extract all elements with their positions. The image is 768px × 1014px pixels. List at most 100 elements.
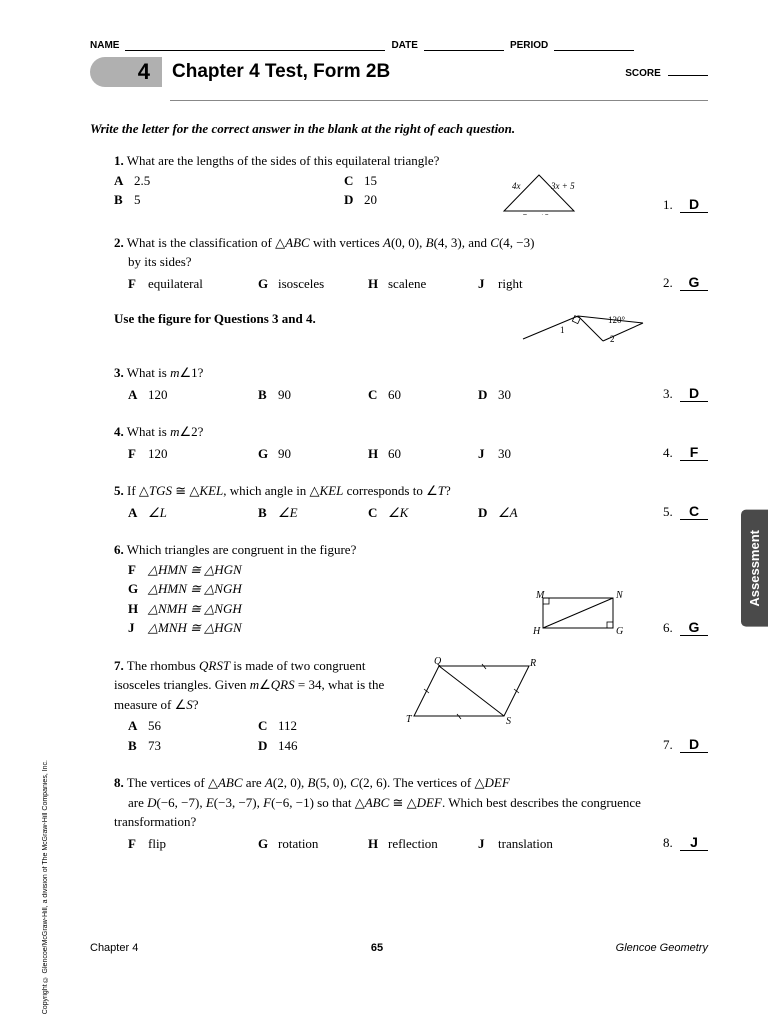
q8-optF-let: F — [128, 834, 142, 854]
q1-ans-num: 1. — [663, 197, 673, 212]
q4-optH-val: 60 — [388, 444, 401, 464]
q5-num: 5. — [114, 483, 124, 498]
q7-answer-block: 7. D — [648, 736, 708, 755]
q5-text-c: ≅ △ — [172, 483, 199, 498]
q6-optG-let: G — [128, 579, 142, 599]
q4-answer[interactable]: F — [680, 444, 708, 461]
q5-text-a: If △ — [127, 483, 149, 498]
q2-answer[interactable]: G — [680, 274, 708, 291]
q5-optD-val: ∠A — [498, 503, 518, 523]
q8-text-h: C — [350, 775, 359, 790]
q2-optF-val: equilateral — [148, 274, 203, 294]
q5-text-e: , which angle in △ — [223, 483, 319, 498]
q5-answer[interactable]: C — [680, 503, 708, 520]
q1-optD-val: 20 — [364, 190, 377, 210]
q1-answer[interactable]: D — [680, 196, 708, 213]
q8-text-i: (2, 6). The vertices of △ — [359, 775, 485, 790]
q7-optD-val: 146 — [278, 736, 298, 756]
q2-answer-block: 2. G — [648, 274, 708, 293]
q7-figure: Q R S T — [404, 656, 544, 756]
fig34-label2: 2 — [610, 334, 615, 344]
q3-text-c: ∠1? — [179, 365, 203, 380]
q5-text-b: TGS — [149, 483, 172, 498]
q7-optB-let: B — [128, 736, 142, 756]
page-content: NAME DATE PERIOD 4 Chapter 4 Test, Form … — [90, 40, 708, 954]
q2-text-e: (0, 0), — [391, 235, 426, 250]
q4-optG-val: 90 — [278, 444, 291, 464]
q6-optF-let: F — [128, 560, 142, 580]
q8-text-b: ABC — [218, 775, 243, 790]
q5-ans-num: 5. — [663, 504, 673, 519]
q6-answer[interactable]: G — [680, 619, 708, 636]
q5-optB-let: B — [258, 503, 272, 523]
q2-optH-val: scalene — [388, 274, 426, 294]
title-bar: 4 Chapter 4 Test, Form 2B SCORE — [90, 57, 708, 87]
q7-text-b: QRST — [199, 658, 230, 673]
q7-optC-val: 112 — [278, 716, 297, 736]
q7-text-f: QRS — [271, 677, 295, 692]
q1-optA-let: A — [114, 171, 128, 191]
q3-optC-let: C — [368, 385, 382, 405]
q6-fig-M: M — [535, 590, 545, 601]
q4-optF-let: F — [128, 444, 142, 464]
q2-optF-let: F — [128, 274, 142, 294]
q2-optG-let: G — [258, 274, 272, 294]
q3-optA-val: 120 — [148, 385, 168, 405]
question-4: 4. What is m∠2? F120 G90 H60 J30 4. F — [114, 422, 708, 463]
q5-optB-val: ∠E — [278, 503, 298, 523]
q6-optH-val: △NMH ≅ △NGH — [148, 599, 242, 619]
score-block: SCORE — [625, 64, 708, 80]
q5-optC-let: C — [368, 503, 382, 523]
q5-text-d: KEL — [199, 483, 223, 498]
chapter-badge: 4 — [90, 57, 162, 87]
date-input-line[interactable] — [424, 40, 504, 51]
fig34-heading: Use the figure for Questions 3 and 4. — [114, 311, 508, 327]
q3-answer[interactable]: D — [680, 385, 708, 402]
q1-optC-val: 15 — [364, 171, 377, 191]
name-input-line[interactable] — [125, 40, 385, 51]
q8-text-n: E — [206, 795, 214, 810]
q4-optJ-val: 30 — [498, 444, 511, 464]
q7-fig-S: S — [506, 716, 511, 727]
period-label: PERIOD — [510, 40, 548, 51]
q1-optD-let: D — [344, 190, 358, 210]
q7-optD-let: D — [258, 736, 272, 756]
q3-ans-num: 3. — [663, 386, 673, 401]
q1-optC-let: C — [344, 171, 358, 191]
period-input-line[interactable] — [554, 40, 634, 51]
q2-text-a: What is the classification of △ — [127, 235, 285, 250]
q8-num: 8. — [114, 775, 124, 790]
q1-num: 1. — [114, 153, 124, 168]
q6-optH-let: H — [128, 599, 142, 619]
question-5: 5. If △TGS ≅ △KEL, which angle in △KEL c… — [114, 481, 708, 522]
q8-text-g: (5, 0), — [316, 775, 351, 790]
q5-optC-val: ∠K — [388, 503, 408, 523]
q5-optD-let: D — [478, 503, 492, 523]
q8-text-m: (−6, −7), — [157, 795, 206, 810]
q7-optA-let: A — [128, 716, 142, 736]
question-2: 2. What is the classification of △ABC wi… — [114, 233, 708, 294]
q2-text-g: (4, 3), and — [434, 235, 491, 250]
q4-answer-block: 4. F — [648, 444, 708, 463]
q8-answer[interactable]: J — [680, 834, 708, 851]
q7-optB-val: 73 — [148, 736, 161, 756]
score-input-line[interactable] — [668, 75, 708, 76]
q7-text-d: m — [250, 677, 259, 692]
q7-optC-let: C — [258, 716, 272, 736]
q8-optH-let: H — [368, 834, 382, 854]
q8-ans-num: 8. — [663, 835, 673, 850]
q7-text-a: The rhombus — [127, 658, 199, 673]
q7-answer[interactable]: D — [680, 736, 708, 753]
q6-optG-val: △HMN ≅ △NGH — [148, 579, 242, 599]
q8-text-t: DEF — [417, 795, 442, 810]
q3-optD-let: D — [478, 385, 492, 405]
q3-num: 3. — [114, 365, 124, 380]
q5-text-i: ? — [445, 483, 451, 498]
q1-fig-side2: 3x + 5 — [550, 181, 575, 191]
q3-optB-val: 90 — [278, 385, 291, 405]
fig34-angle: 120° — [608, 315, 626, 325]
q8-text-r: ABC — [365, 795, 390, 810]
q8-optJ-val: translation — [498, 834, 553, 854]
q6-figure: M N H G — [528, 588, 628, 638]
q8-optF-val: flip — [148, 834, 166, 854]
